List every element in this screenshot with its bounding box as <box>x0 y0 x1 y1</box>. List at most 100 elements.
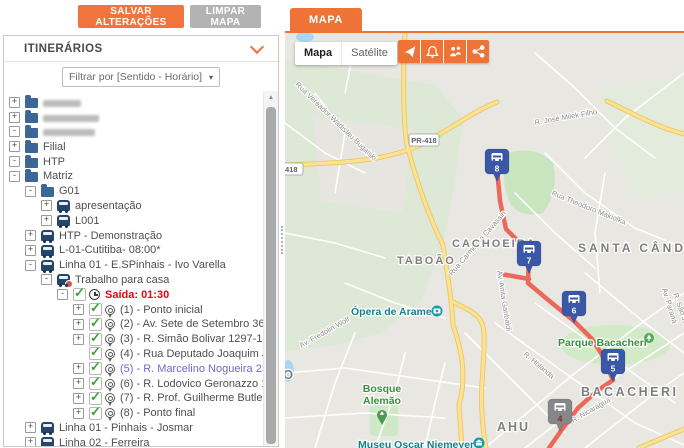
checkbox-checked-icon[interactable] <box>73 285 86 302</box>
tree-item[interactable]: - Linha 01 - E.SPinhais - Ivo Varella <box>4 258 263 273</box>
tree-item[interactable]: - G01 <box>4 184 263 199</box>
folder-icon <box>41 184 54 198</box>
tree-item-stop[interactable]: + (1) - Ponto inicial <box>4 300 263 318</box>
tree-item-stop[interactable]: + (7) - R. Prof. Guilherme Butler 10 <box>4 389 263 407</box>
tree-item[interactable]: - <box>4 124 263 140</box>
tree-expander[interactable]: + <box>9 96 20 108</box>
bus-stop-marker-4[interactable]: 4 <box>547 398 573 433</box>
tree-item[interactable]: + Linha 01 - Pinhais - Josmar <box>4 421 263 436</box>
bus-stop-marker-6[interactable]: 6 <box>561 290 587 325</box>
bus-stop-marker-8[interactable]: 8 <box>484 148 510 183</box>
tree-item-label: G01 <box>59 185 80 198</box>
tree-item-stop[interactable]: (4) - Rua Deputado Joaquim José <box>4 344 263 362</box>
filter-dropdown[interactable]: Filtrar por [Sentido - Horário] ▾ <box>62 67 220 87</box>
tree-expander[interactable]: - <box>9 156 20 168</box>
tree-expander[interactable]: + <box>25 422 36 434</box>
tree-expander[interactable]: + <box>9 141 20 153</box>
tree-item[interactable]: + L001 <box>4 213 263 229</box>
share-route-icon[interactable] <box>467 40 489 63</box>
tree-item-stop[interactable]: + (6) - R. Lodovico Geronazzo 1166 <box>4 374 263 392</box>
tree-expander[interactable]: - <box>9 126 20 138</box>
tree-expander[interactable]: + <box>41 200 52 212</box>
tree-item[interactable]: + Linha 02 - Ferreira <box>4 435 263 446</box>
map-type-map-button[interactable]: Mapa <box>304 47 333 59</box>
svg-text:O: O <box>285 367 293 382</box>
map-type-satellite-button[interactable]: Satélite <box>341 42 397 65</box>
svg-text:-418: -418 <box>285 165 298 174</box>
folder-icon <box>25 95 38 109</box>
tree-item[interactable]: - Trabalho para casa <box>4 273 263 289</box>
stop-pin-icon <box>105 393 115 407</box>
checkbox-checked-icon[interactable] <box>89 344 102 361</box>
museum-icon <box>473 437 485 448</box>
poi-opera-de-arame[interactable]: Ópera de Arame <box>350 304 443 319</box>
bus-icon <box>41 259 54 273</box>
bus-stop-marker-5[interactable]: 5 <box>600 348 626 383</box>
map-canvas[interactable]: PR-418 -418 Rua Vereador Wadislau Bugals… <box>285 31 684 448</box>
bus-icon <box>57 200 70 214</box>
tree-item-label: L-01-Cutitiba- 08:00* <box>59 244 161 257</box>
tree-item[interactable]: - Matriz <box>4 169 263 184</box>
tree-item-label: HTP - Demonstração <box>59 229 163 242</box>
tree-item[interactable]: - HTP <box>4 154 263 169</box>
checkbox-checked-icon[interactable] <box>89 374 102 391</box>
bell-icon[interactable] <box>421 40 443 63</box>
bus-icon <box>41 244 54 258</box>
tree-expander[interactable]: - <box>25 185 36 197</box>
tree-item-label: apresentação <box>75 199 142 212</box>
tree-expander[interactable]: + <box>25 437 36 446</box>
tree-item[interactable]: + L-01-Cutitiba- 08:00* <box>4 243 263 258</box>
map-svg: PR-418 -418 Rua Vereador Wadislau Bugals… <box>285 33 684 448</box>
bus-stop-marker-7[interactable]: 7 <box>516 240 542 275</box>
tree-expander[interactable]: + <box>25 244 36 256</box>
tree-item-label: L001 <box>75 214 100 227</box>
save-changes-button[interactable]: SALVAR ALTERAÇÕES <box>78 5 184 28</box>
tree-expander[interactable]: - <box>25 259 36 271</box>
tree-scrollbar[interactable]: ▲ <box>263 91 278 446</box>
tree-item[interactable]: + Filial <box>4 139 263 154</box>
tree-item-stop[interactable]: + (2) - Av. Sete de Setembro 362-65 <box>4 315 263 333</box>
tree-expander[interactable]: + <box>41 215 52 227</box>
clear-map-button[interactable]: LIMPAR MAPA <box>190 5 261 28</box>
tree-expander[interactable]: + <box>73 318 84 330</box>
alert-dot-icon <box>65 280 73 289</box>
checkbox-checked-icon[interactable] <box>89 315 102 331</box>
tree-expander[interactable]: + <box>73 378 84 390</box>
tree-item-stop[interactable]: + (8) - Ponto final <box>4 404 263 422</box>
tree-expander[interactable]: - <box>57 289 68 301</box>
tree-expander[interactable]: + <box>73 392 84 404</box>
tree-item-stop-selected[interactable]: + (5) - R. Marcelino Nogueira 231-4 <box>4 359 263 377</box>
tree-item[interactable]: + <box>4 95 263 110</box>
poi-parque-bacacheri[interactable]: Parque Bacacheri <box>557 333 654 350</box>
road-shield: PR-418 <box>408 133 440 147</box>
tree-expander[interactable]: + <box>25 230 36 242</box>
tree-expander[interactable]: - <box>9 170 20 182</box>
svg-text:SANTA CÂNDIDA: SANTA CÂNDIDA <box>578 240 684 255</box>
tree-item-departure[interactable]: - Saída: 01:30 <box>4 285 263 302</box>
tree-expander[interactable]: + <box>73 363 84 375</box>
tree-expander[interactable]: + <box>73 333 84 345</box>
passengers-icon[interactable] <box>444 40 466 63</box>
tree-item-stop[interactable]: + (3) - R. Simão Bolivar 1297-1429 <box>4 330 263 348</box>
scroll-up-icon[interactable]: ▲ <box>267 94 275 101</box>
chevron-down-icon[interactable] <box>249 39 265 54</box>
panel-splitter[interactable] <box>279 31 285 448</box>
tree-expander[interactable]: - <box>41 274 52 286</box>
tree-item[interactable]: + <box>4 110 263 125</box>
tree-item-label: Filial <box>43 140 66 153</box>
tree-item[interactable]: + HTP - Demonstração <box>4 228 263 244</box>
checkbox-checked-icon[interactable] <box>89 404 102 420</box>
stop-label: (4) - Rua Deputado Joaquim José <box>120 347 263 360</box>
tree-item[interactable]: + apresentação <box>4 199 263 214</box>
scrollbar-thumb[interactable] <box>266 107 276 444</box>
navigation-icon[interactable] <box>398 40 420 63</box>
water <box>296 33 314 42</box>
tree-expander[interactable]: + <box>73 304 84 316</box>
tree-expander[interactable]: + <box>9 111 20 123</box>
tab-mapa[interactable]: MAPA <box>290 8 362 31</box>
poi-bosque-alemao[interactable]: Bosque Alemão <box>361 382 403 425</box>
tree-expander[interactable]: + <box>73 407 84 419</box>
itineraries-tree: + + - + Filial - HTP - Matriz - G01 + apresen… <box>4 91 263 446</box>
poi-museu-oscar-niemeyer[interactable]: Museu Oscar Niemeyer <box>357 437 485 448</box>
dropdown-arrow-icon: ▾ <box>208 72 213 82</box>
